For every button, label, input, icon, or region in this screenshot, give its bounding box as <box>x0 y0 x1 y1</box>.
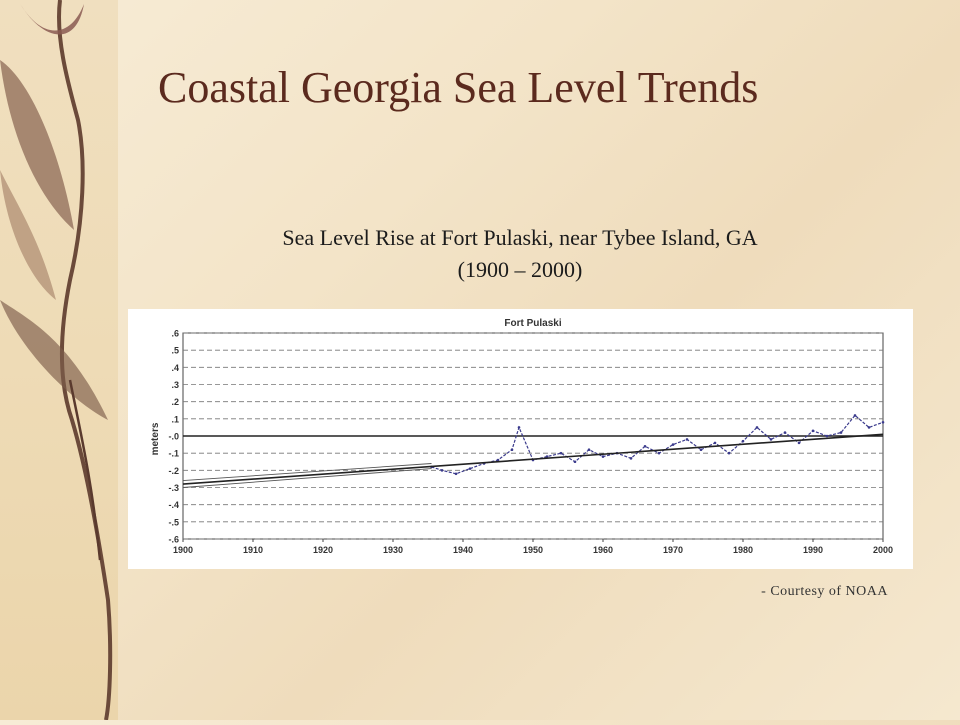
series-point <box>454 472 458 476</box>
series-point <box>853 414 857 417</box>
y-tick-label: .5 <box>171 346 179 356</box>
leaf-branch-graphic <box>0 0 113 721</box>
series-line-2 <box>182 463 432 482</box>
series-point <box>496 458 500 462</box>
y-tick-label: -.4 <box>168 500 179 510</box>
y-tick-label: -.5 <box>168 517 179 527</box>
x-tick-label: 1910 <box>243 545 263 555</box>
series-point <box>783 431 787 434</box>
x-tick-label: 1930 <box>383 545 403 555</box>
y-tick-label: -.1 <box>168 449 179 459</box>
series-line-1 <box>182 433 884 485</box>
x-tick-label: 1920 <box>313 545 333 555</box>
series-point <box>685 438 689 441</box>
series-point <box>741 439 745 443</box>
chart-caption: Sea Level Rise at Fort Pulaski, near Tyb… <box>120 222 920 286</box>
series-point <box>601 455 605 458</box>
x-tick-label: 1940 <box>453 545 473 555</box>
caption-line-2: (1900 – 2000) <box>457 257 583 282</box>
y-tick-label: -.2 <box>168 466 179 476</box>
x-tick-label: 1900 <box>173 545 193 555</box>
caption-line-1: Sea Level Rise at Fort Pulaski, near Tyb… <box>282 225 758 250</box>
series-point <box>468 467 472 470</box>
y-tick-label: -.3 <box>168 483 179 493</box>
slide-title: Coastal Georgia Sea Level Trends <box>158 63 759 112</box>
series-point <box>510 448 514 452</box>
series-line-0 <box>431 414 884 475</box>
series-point <box>797 441 801 445</box>
series-point <box>643 445 647 448</box>
series-point <box>517 426 521 429</box>
series-point <box>657 451 661 455</box>
chart-panel: Fort Pulaski meters .6 .5 .4 .3 .2 .1 -.0 -.1 -.… <box>128 309 913 569</box>
series-point <box>573 460 577 464</box>
series-point <box>881 420 885 424</box>
series-point <box>671 443 675 446</box>
source-credit: - Courtesy of NOAA <box>761 584 888 599</box>
series-layer <box>182 414 885 488</box>
series-point <box>867 426 871 429</box>
series-line-3 <box>182 468 432 488</box>
y-tick-label: -.6 <box>168 535 179 545</box>
x-tick-label: 1960 <box>593 545 613 555</box>
x-tick-label: 2000 <box>873 545 893 555</box>
x-tick-label: 1970 <box>663 545 683 555</box>
series-point <box>699 448 703 452</box>
series-point <box>839 431 843 434</box>
series-point <box>727 451 731 455</box>
x-tick-label: 1950 <box>523 545 543 555</box>
decorative-leaf-strip <box>0 0 118 721</box>
y-tick-label: .2 <box>171 397 179 407</box>
sea-level-chart: Fort Pulaski meters .6 .5 .4 .3 .2 .1 -.0 -.1 -.… <box>150 318 893 556</box>
x-tick-label: 1980 <box>733 545 753 555</box>
x-tick-label: 1990 <box>803 545 823 555</box>
series-point <box>587 448 591 452</box>
y-tick-label: .6 <box>171 329 179 339</box>
chart-title: Fort Pulaski <box>504 318 561 329</box>
y-tick-label: .4 <box>171 363 179 373</box>
series-point <box>545 455 549 458</box>
series-point <box>629 457 633 460</box>
series-point <box>769 438 773 441</box>
y-tick-label: .3 <box>171 380 179 390</box>
y-axis-label: meters <box>150 422 161 455</box>
series-point <box>559 451 563 455</box>
series-point <box>713 441 717 445</box>
series-point <box>755 426 759 429</box>
y-tick-label: .1 <box>171 414 179 424</box>
series-point <box>440 469 444 472</box>
series-point <box>811 429 815 433</box>
y-tick-label: -.0 <box>168 432 179 442</box>
series-point <box>825 434 829 438</box>
